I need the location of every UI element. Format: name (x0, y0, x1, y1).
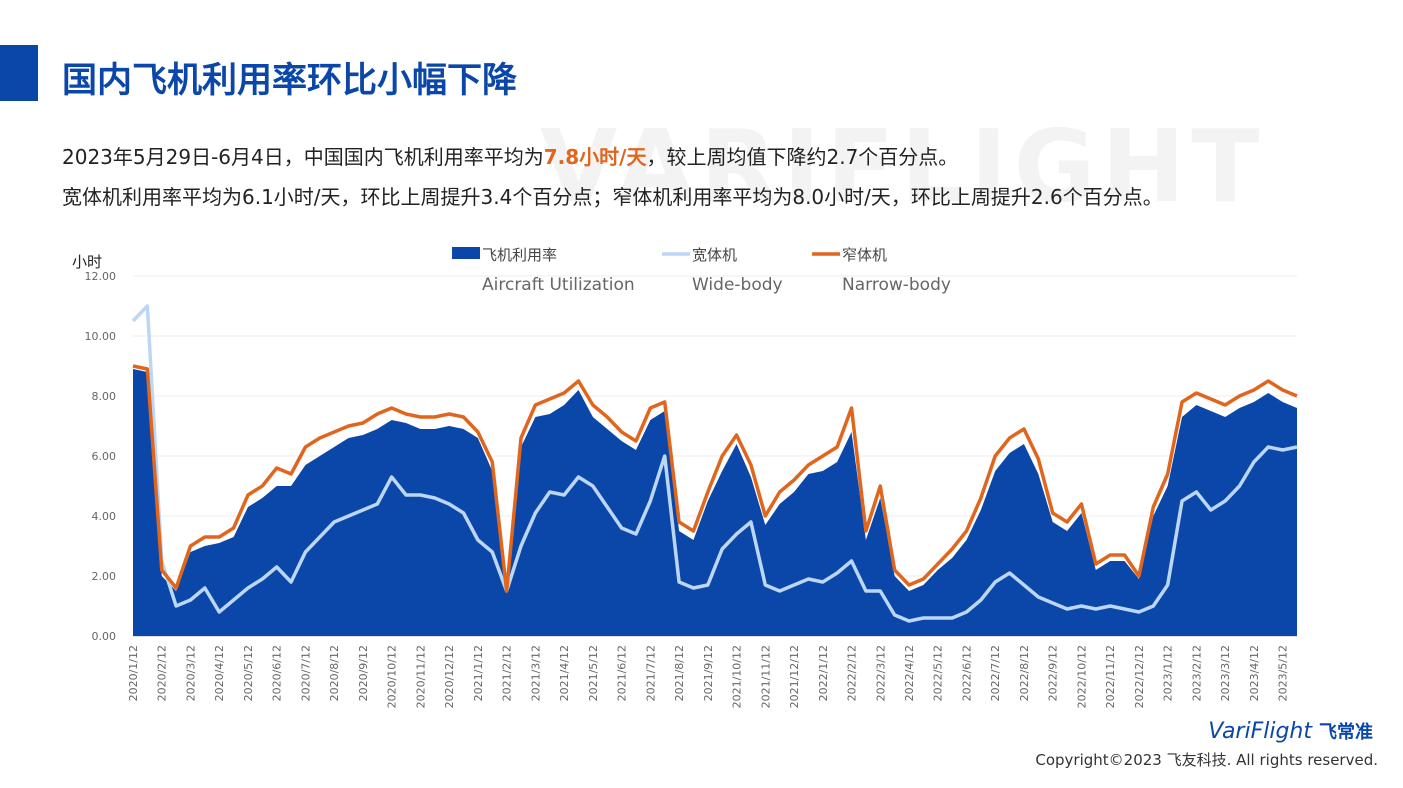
x-tick-label: 2023/5/12 (1277, 645, 1290, 701)
x-tick-label: 2022/8/12 (1018, 645, 1031, 701)
x-tick-label: 2022/3/12 (874, 645, 887, 701)
y-tick-label: 2.00 (92, 570, 117, 583)
x-tick-label: 2020/8/12 (328, 645, 341, 701)
highlight: 7.8小时/天 (543, 145, 647, 169)
area (133, 369, 1297, 636)
line (132, 364, 1298, 593)
x-tick-label: 2020/9/12 (357, 645, 370, 701)
copyright: Copyright©2023 飞友科技. All rights reserved… (1035, 751, 1378, 769)
x-tick-label: 2021/4/12 (558, 645, 571, 701)
x-tick-label: 2021/2/12 (501, 645, 514, 701)
x-tick-label: 2022/4/12 (903, 645, 916, 701)
line (131, 304, 1298, 623)
watermark: VARIFLIGHT (540, 108, 1266, 225)
x-tick-label: 2020/10/12 (386, 645, 399, 708)
x-tick-label: 2021/9/12 (702, 645, 715, 701)
x-tick-label: 2022/7/12 (989, 645, 1002, 701)
x-tick-label: 2021/11/12 (759, 645, 772, 708)
logo: VariFlight 飞常准 (1208, 718, 1373, 744)
x-tick-label: 2020/3/12 (184, 645, 197, 701)
x-tick-label: 2023/4/12 (1248, 645, 1261, 701)
x-tick-label: 2022/11/12 (1104, 645, 1117, 708)
text: 2023年5月29日-6月4日，中国国内飞机利用率平均为 (62, 145, 544, 169)
x-tick-label: 2021/1/12 (472, 645, 485, 701)
legend-label: 窄体机 (842, 246, 887, 264)
y-tick-label: 12.00 (85, 270, 117, 283)
logo-text: VariFlight (1208, 719, 1312, 744)
x-tick-label: 2022/5/12 (932, 645, 945, 701)
title-bar (0, 45, 38, 101)
x-tick-label: 2023/1/12 (1162, 645, 1175, 701)
x-tick-label: 2020/5/12 (242, 645, 255, 701)
legend-label-en: Narrow-body (842, 275, 951, 295)
x-tick-label: 2021/6/12 (616, 645, 629, 701)
y-axis-label: 小时 (72, 253, 102, 271)
text: ，较上周均值下降约2.7个百分点。 (646, 145, 959, 169)
x-tick-label: 2020/11/12 (414, 645, 427, 708)
x-tick-label: 2022/10/12 (1075, 645, 1088, 708)
logo-cn: 飞常准 (1319, 722, 1373, 743)
y-tick-label: 6.00 (92, 450, 117, 463)
summary-line: 2023年5月29日-6月4日，中国国内飞机利用率平均为7.8小时/天，较上周均… (62, 141, 958, 170)
x-tick-label: 2021/8/12 (673, 645, 686, 701)
x-tick-label: 2022/12/12 (1133, 645, 1146, 708)
page-title: 国内飞机利用率环比小幅下降 (62, 61, 518, 101)
x-tick-label: 2020/1/12 (127, 645, 140, 701)
summary-line: 宽体机利用率平均为6.1小时/天，环比上周提升3.4个百分点；窄体机利用率平均为… (62, 185, 1163, 209)
y-tick-label: 0.00 (92, 630, 117, 643)
legend-label: 飞机利用率 (482, 246, 557, 264)
x-tick-label: 2023/2/12 (1190, 645, 1203, 701)
x-tick-label: 2020/4/12 (213, 645, 226, 701)
y-tick-label: 8.00 (92, 390, 117, 403)
x-tick-label: 2020/2/12 (156, 645, 169, 701)
x-tick-label: 2020/7/12 (299, 645, 312, 701)
x-tick-label: 2023/3/12 (1219, 645, 1232, 701)
x-tick-label: 2020/6/12 (271, 645, 284, 701)
x-tick-label: 2021/10/12 (731, 645, 744, 708)
x-tick-label: 2021/3/12 (529, 645, 542, 701)
legend-swatch (452, 247, 480, 259)
y-tick-label: 10.00 (85, 330, 117, 343)
legend-label-en: Wide-body (692, 275, 783, 295)
x-tick-label: 2022/1/12 (817, 645, 830, 701)
legend-label: 宽体机 (692, 246, 737, 264)
x-tick-label: 2021/5/12 (587, 645, 600, 701)
x-tick-label: 2022/2/12 (846, 645, 859, 701)
x-tick-label: 2022/9/12 (1047, 645, 1060, 701)
x-tick-label: 2021/7/12 (644, 645, 657, 701)
x-tick-label: 2021/12/12 (788, 645, 801, 708)
legend-label-en: Aircraft Utilization (482, 275, 635, 295)
x-tick-label: 2022/6/12 (960, 645, 973, 701)
y-tick-label: 4.00 (92, 510, 117, 523)
x-tick-label: 2020/12/12 (443, 645, 456, 708)
